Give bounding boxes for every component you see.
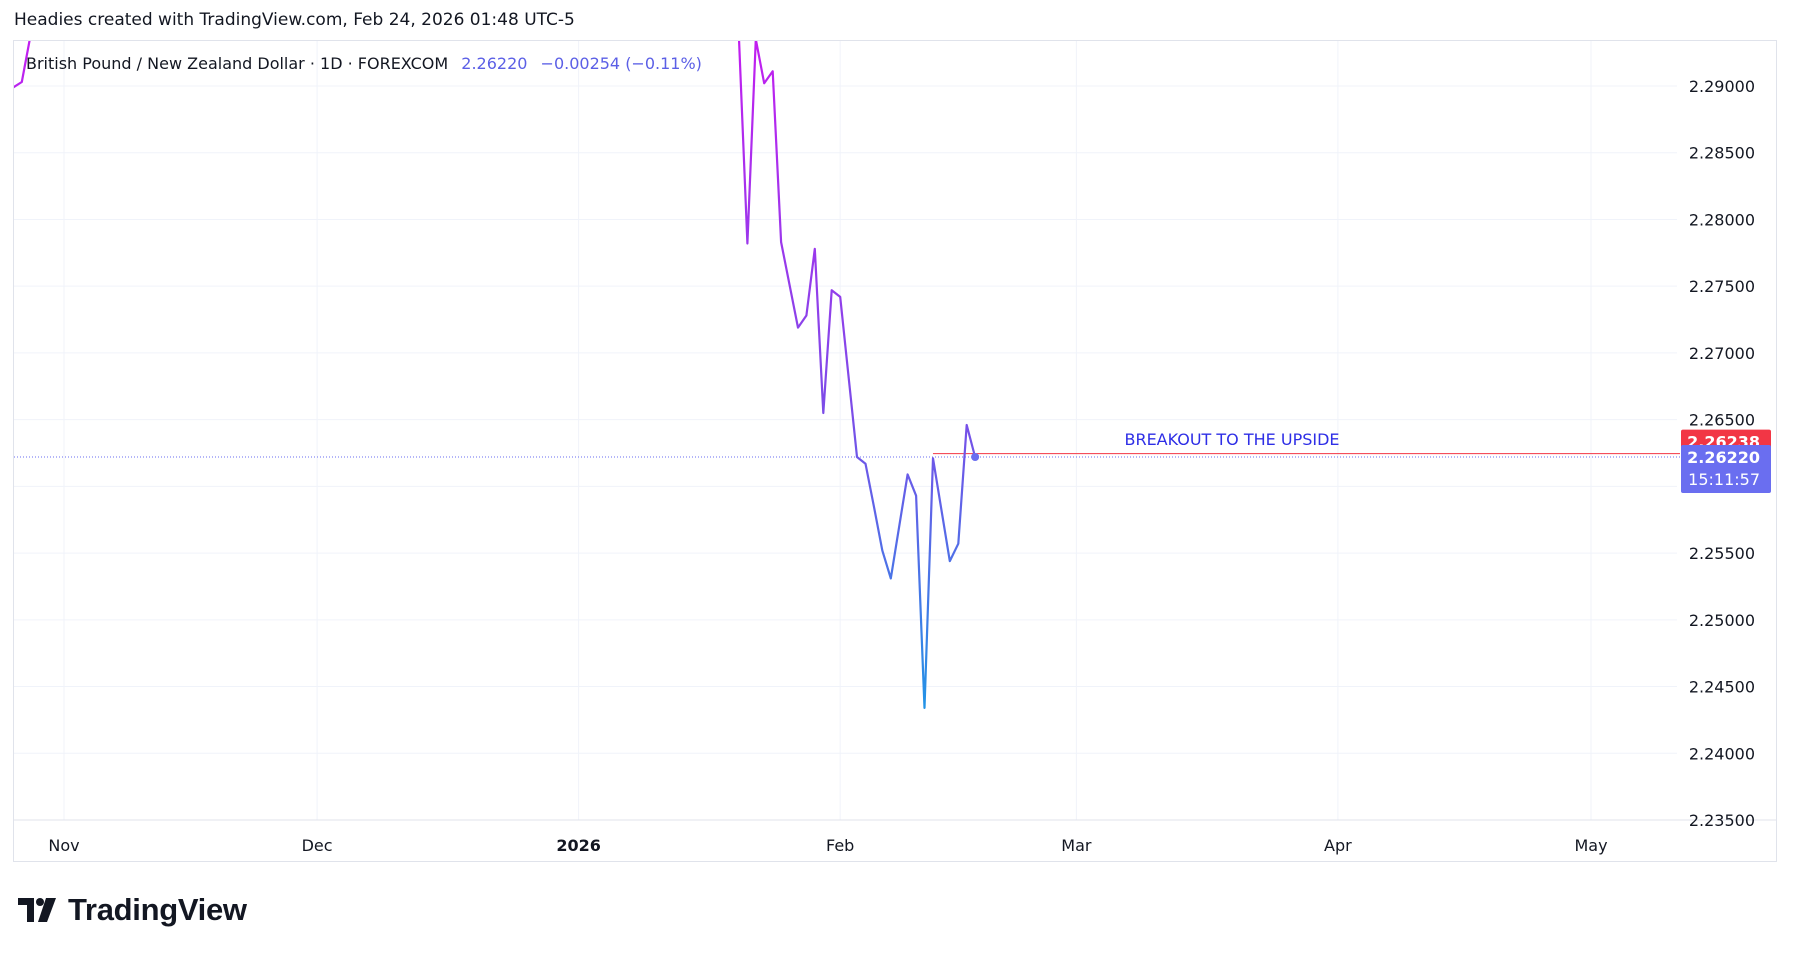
symbol-name: British Pound / New Zealand Dollar · 1D …: [26, 54, 449, 73]
tradingview-logo-icon: [18, 898, 56, 922]
bar-countdown-label: 15:11:57: [1688, 470, 1760, 489]
x-tick-label: May: [1574, 836, 1607, 855]
price-line: [14, 41, 977, 709]
chart-credit: Headies created with TradingView.com, Fe…: [14, 10, 575, 30]
tradingview-logo[interactable]: TradingView: [18, 892, 247, 928]
last-price-label: 2.26220: [1687, 448, 1760, 467]
y-tick-label: 2.24000: [1689, 744, 1755, 763]
last-price-dot: [971, 453, 980, 462]
y-tick-label: 2.27000: [1689, 344, 1755, 363]
symbol-legend: British Pound / New Zealand Dollar · 1D …: [26, 54, 702, 73]
chart-frame: [13, 40, 1777, 862]
x-tick-label: 2026: [556, 836, 601, 855]
y-tick-label: 2.25000: [1689, 611, 1755, 630]
x-axis: Nov Dec 2026 Feb Mar Apr May: [48, 836, 1607, 855]
price-change: −0.00254 (−0.11%): [540, 54, 702, 73]
breakout-annotation: BREAKOUT TO THE UPSIDE: [1124, 430, 1339, 449]
x-tick-label: Feb: [826, 836, 854, 855]
grid-lines: [14, 41, 1776, 821]
y-tick-label: 2.25500: [1689, 544, 1755, 563]
last-price: 2.26220: [461, 54, 528, 73]
y-tick-label: 2.28000: [1689, 210, 1755, 229]
y-tick-label: 2.23500: [1689, 811, 1755, 830]
last-price-label-bg: [1681, 445, 1771, 494]
brand-name: TradingView: [68, 892, 247, 927]
y-tick-label: 2.27500: [1689, 277, 1755, 296]
x-tick-label: Apr: [1324, 836, 1352, 855]
y-tick-label: 2.24500: [1689, 678, 1755, 697]
x-tick-label: Dec: [302, 836, 333, 855]
x-tick-label: Nov: [48, 836, 79, 855]
series-group: [14, 41, 980, 709]
y-tick-label: 2.28500: [1689, 144, 1755, 163]
x-tick-label: Mar: [1061, 836, 1092, 855]
y-tick-label: 2.26500: [1689, 411, 1755, 430]
chart-overlay: BREAKOUT TO THE UPSIDE: [14, 430, 1680, 458]
y-tick-label: 2.29000: [1689, 77, 1755, 96]
